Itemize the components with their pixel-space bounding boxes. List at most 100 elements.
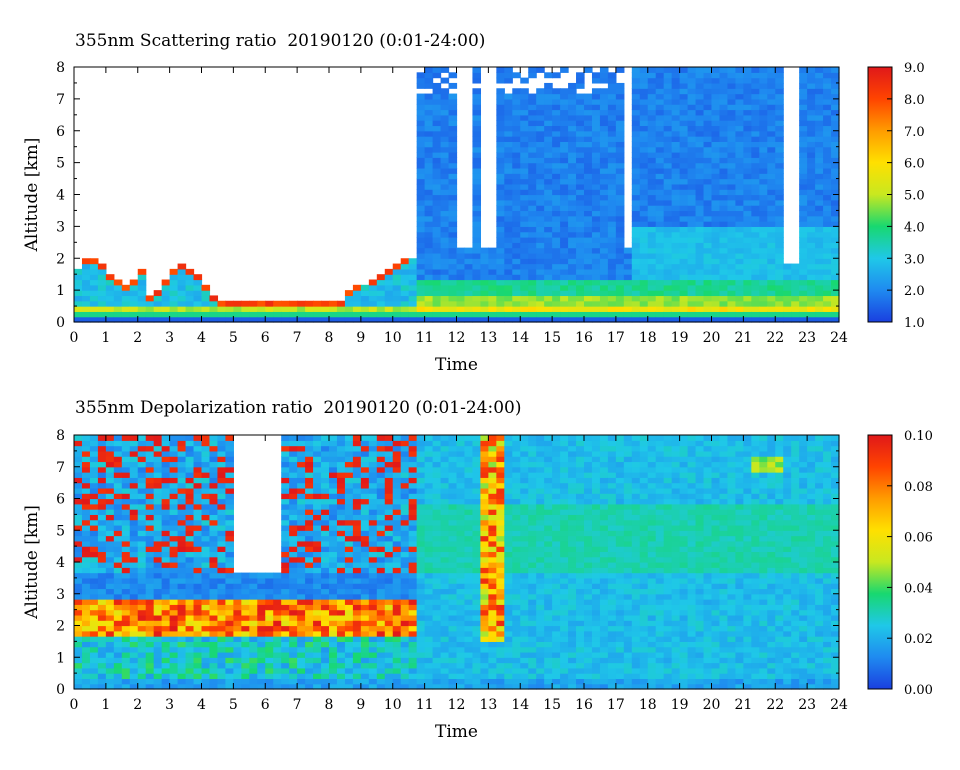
heatmap-cell <box>384 450 394 457</box>
heatmap-cell <box>368 530 378 537</box>
heatmap-cell <box>177 456 187 463</box>
heatmap-cell <box>137 620 147 627</box>
heatmap-cell <box>679 226 689 233</box>
heatmap-cell <box>655 194 665 201</box>
heatmap-cell <box>815 210 824 217</box>
heatmap-cell <box>249 641 258 648</box>
heatmap-cell <box>448 599 458 605</box>
heatmap-cell <box>576 295 585 302</box>
heatmap-cell <box>615 189 625 196</box>
heatmap-cell <box>552 274 561 281</box>
heatmap-cell <box>81 300 91 307</box>
heatmap-cell <box>400 551 410 558</box>
heatmap-cell <box>448 104 458 111</box>
heatmap-cell <box>137 657 147 664</box>
heatmap-cell <box>74 683 83 690</box>
heatmap-cell <box>273 657 282 664</box>
heatmap-cell <box>544 263 553 270</box>
heatmap-cell <box>169 316 179 323</box>
heatmap-cell <box>639 268 649 275</box>
heatmap-cell <box>289 662 298 669</box>
heatmap-cell <box>695 141 705 148</box>
heatmap-cell <box>225 482 234 489</box>
heatmap-cell <box>703 67 713 73</box>
heatmap-cell <box>655 136 665 142</box>
heatmap-cell <box>775 120 784 127</box>
heatmap-cell <box>265 630 274 637</box>
heatmap-cell <box>512 152 521 158</box>
heatmap-cell <box>74 609 83 616</box>
heatmap-cell <box>687 252 697 259</box>
heatmap-cell <box>185 588 195 595</box>
heatmap-cell <box>129 651 139 658</box>
heatmap-cell <box>360 519 370 526</box>
heatmap-cell <box>352 673 362 680</box>
heatmap-cell <box>209 482 219 489</box>
heatmap-cell <box>496 300 505 307</box>
heatmap-cell <box>137 306 147 312</box>
heatmap-cell <box>719 109 729 116</box>
heatmap-cell <box>185 519 195 526</box>
heatmap-cell <box>448 205 458 212</box>
heatmap-cell <box>113 456 123 463</box>
heatmap-cell <box>201 646 211 653</box>
heatmap-cell <box>105 556 115 563</box>
heatmap-cell <box>775 226 784 233</box>
heatmap-cell <box>464 306 474 312</box>
heatmap-cell <box>599 247 609 254</box>
heatmap-cell <box>105 472 115 478</box>
heatmap-cell <box>360 609 370 616</box>
heatmap-cell <box>225 593 234 600</box>
heatmap-cell <box>440 141 450 148</box>
heatmap-cell <box>448 546 458 553</box>
heatmap-cell <box>440 620 450 627</box>
heatmap-cell <box>496 263 505 270</box>
heatmap-cell <box>74 461 83 468</box>
heatmap-cell <box>384 316 394 323</box>
heatmap-cell <box>488 295 497 302</box>
heatmap-cell <box>177 487 187 494</box>
heatmap-cell <box>113 487 123 494</box>
heatmap-cell <box>472 67 482 73</box>
heatmap-cell <box>679 247 689 254</box>
heatmap-cell <box>177 588 187 595</box>
heatmap-cell <box>432 258 442 265</box>
heatmap-cell <box>671 130 681 137</box>
heatmap-cell <box>241 646 250 653</box>
heatmap-cell <box>313 567 322 574</box>
heatmap-cell <box>663 258 673 265</box>
heatmap-cell <box>464 588 474 595</box>
heatmap-cell <box>169 472 179 478</box>
heatmap-cell <box>81 279 91 286</box>
heatmap-cell <box>711 189 721 196</box>
heatmap-cell <box>639 252 649 259</box>
heatmap-cell <box>289 678 298 685</box>
heatmap-cell <box>329 514 338 521</box>
heatmap-cell <box>599 114 609 121</box>
heatmap-cell <box>233 300 242 307</box>
heatmap-cell <box>703 130 713 137</box>
heatmap-cell <box>751 247 760 254</box>
heatmap-cell <box>329 466 338 473</box>
heatmap-cell <box>97 498 107 505</box>
heatmap-cell <box>679 130 689 137</box>
heatmap-cell <box>384 311 394 318</box>
heatmap-cell <box>241 593 250 600</box>
heatmap-cell <box>416 445 426 452</box>
heatmap-cell <box>305 583 314 590</box>
heatmap-cell <box>81 546 91 553</box>
heatmap-cell <box>679 205 689 212</box>
heatmap-cell <box>512 290 521 297</box>
heatmap-cell <box>520 316 529 323</box>
heatmap-cell <box>631 183 641 190</box>
heatmap-cell <box>416 183 426 190</box>
heatmap-cell <box>472 546 482 553</box>
heatmap-cell <box>313 503 322 510</box>
heatmap-cell <box>751 167 760 174</box>
heatmap-cell <box>448 295 458 302</box>
heatmap-cell <box>464 651 474 658</box>
heatmap-cell <box>440 487 450 494</box>
heatmap-cell <box>607 189 617 196</box>
heatmap-cell <box>273 311 282 318</box>
heatmap-cell <box>703 284 713 291</box>
